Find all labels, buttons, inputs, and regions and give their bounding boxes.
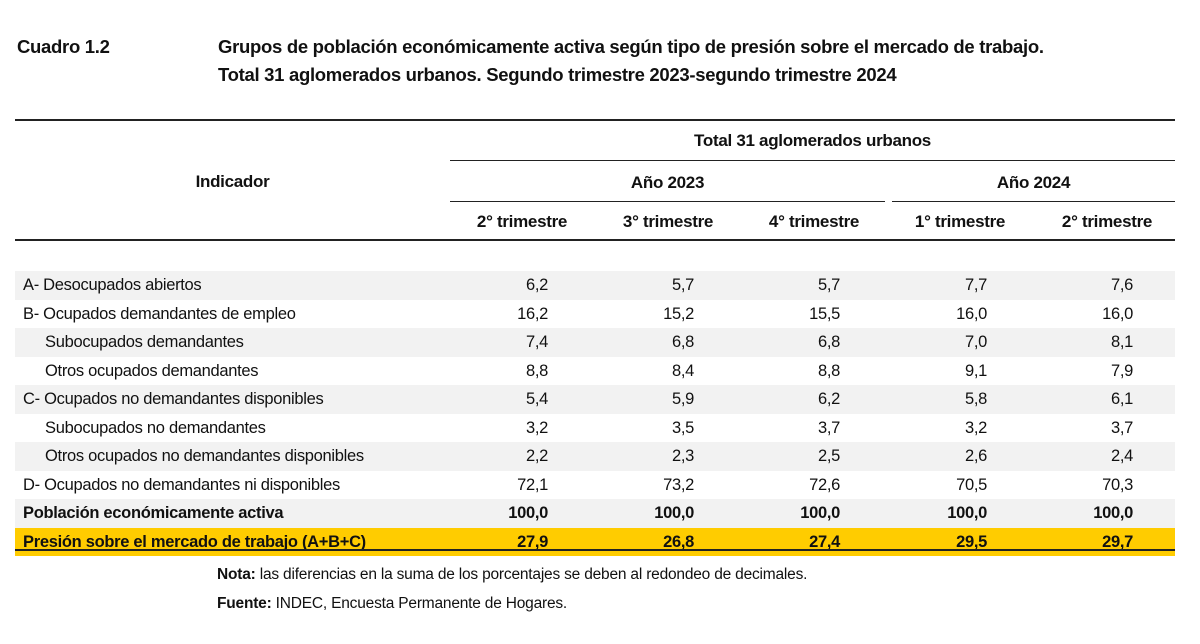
row-label: D- Ocupados no demandantes ni disponible…	[23, 475, 340, 494]
cell-value: 2,4	[1110, 447, 1133, 465]
cell-value: 3,7	[817, 418, 840, 437]
cell-value: 2,5	[817, 447, 840, 465]
group-header: Total 31 aglomerados urbanos	[694, 131, 931, 150]
cell-value: 16,2	[517, 304, 548, 323]
cell-value: 100,0	[508, 504, 548, 522]
cell-value: 6,8	[817, 333, 840, 351]
row-label: C- Ocupados no demandantes disponibles	[23, 390, 324, 408]
cell-value: 5,7	[671, 276, 694, 294]
row-label: Subocupados demandantes	[45, 333, 244, 351]
cell-value: 8,8	[817, 361, 840, 380]
cell-value: 7,9	[1110, 361, 1133, 380]
cell-value: 15,5	[809, 304, 840, 323]
cell-value: 2,3	[671, 447, 694, 465]
cell-value: 2,6	[964, 447, 987, 465]
row-label: Otros ocupados no demandantes disponible…	[45, 447, 364, 465]
row-label: Presión sobre el mercado de trabajo (A+B…	[23, 532, 366, 551]
source-label: Fuente:	[217, 595, 272, 612]
cell-value: 3,2	[525, 418, 548, 437]
column-header: 1° trimestre	[914, 212, 1006, 231]
row-label: Otros ocupados demandantes	[45, 361, 259, 380]
table-row: Otros ocupados no demandantes disponible…	[15, 442, 1175, 471]
cell-value: 73,2	[663, 475, 694, 494]
row-label: Subocupados no demandantes	[45, 418, 266, 437]
cell-value: 26,8	[663, 532, 694, 551]
cell-value: 29,7	[1102, 532, 1133, 551]
cell-value: 3,7	[1110, 418, 1133, 437]
row-label: B- Ocupados demandantes de empleo	[23, 304, 296, 323]
source: Fuente: INDEC, Encuesta Permanente de Ho…	[217, 595, 567, 613]
cell-value: 6,1	[1110, 390, 1133, 408]
cell-value: 5,9	[671, 390, 694, 408]
cell-value: 6,2	[817, 390, 840, 408]
column-header: 4° trimestre	[768, 212, 860, 231]
cell-value: 8,1	[1110, 333, 1133, 351]
cell-value: 72,1	[517, 475, 548, 494]
cell-value: 9,1	[964, 361, 987, 380]
cell-value: 6,8	[671, 333, 694, 351]
table-row: D- Ocupados no demandantes ni disponible…	[15, 471, 1175, 500]
cell-value: 15,2	[663, 304, 694, 323]
note-label: Nota:	[217, 566, 256, 583]
bottom-rule	[15, 549, 1175, 551]
indicator-header: Indicador	[195, 172, 270, 191]
table-row: A- Desocupados abiertos 6,2 5,7 5,7 7,7 7,6	[15, 271, 1175, 300]
column-header: 3° trimestre	[622, 212, 714, 231]
cell-value: 27,4	[809, 532, 840, 551]
cell-value: 100,0	[1093, 504, 1133, 522]
table-title-line2: Total 31 aglomerados urbanos. Segundo tr…	[218, 64, 897, 85]
cell-value: 6,2	[525, 276, 548, 294]
cell-value: 27,9	[517, 532, 548, 551]
table-row: C- Ocupados no demandantes disponibles 5,…	[15, 385, 1175, 414]
note-text: las diferencias en la suma de los porcen…	[255, 566, 808, 583]
group-rule	[450, 160, 1175, 161]
cell-value: 70,3	[1102, 475, 1133, 494]
year-2023-rule	[450, 201, 885, 202]
cell-value: 3,2	[964, 418, 987, 437]
cell-value: 8,4	[671, 361, 694, 380]
cell-value: 3,5	[671, 418, 694, 437]
table-row: B- Ocupados demandantes de empleo 16,2 15,…	[15, 300, 1175, 329]
cell-value: 5,8	[964, 390, 987, 408]
row-label: Población económicamente activa	[23, 504, 284, 522]
top-rule	[15, 119, 1175, 121]
table-row: Subocupados no demandantes 3,2 3,5 3,7 3,2 3,…	[15, 414, 1175, 443]
header-rule	[15, 239, 1175, 241]
cell-value: 7,4	[525, 333, 548, 351]
row-label: A- Desocupados abiertos	[23, 276, 202, 294]
column-header: 2° trimestre	[476, 212, 568, 231]
table-row: Subocupados demandantes 7,4 6,8 6,8 7,0 8,1	[15, 328, 1175, 357]
cell-value: 70,5	[956, 475, 987, 494]
year-header-2024: Año 2024	[996, 173, 1071, 192]
year-2024-rule	[892, 201, 1175, 202]
cell-value: 7,7	[964, 276, 987, 294]
table-row: Otros ocupados demandantes 8,8 8,4 8,8 9,1 7,…	[15, 357, 1175, 386]
cell-value: 5,4	[525, 390, 548, 408]
cell-value: 8,8	[525, 361, 548, 380]
table-number: Cuadro 1.2	[17, 36, 110, 57]
cell-value: 100,0	[654, 504, 694, 522]
cell-value: 29,5	[956, 532, 987, 551]
note: Nota: las diferencias en la suma de los …	[217, 566, 807, 584]
source-text: INDEC, Encuesta Permanente de Hogares.	[271, 595, 568, 612]
cell-value: 16,0	[956, 304, 987, 323]
cell-value: 16,0	[1102, 304, 1133, 323]
table-row: Población económicamente activa 100,0 100,…	[15, 499, 1175, 528]
cell-value: 72,6	[809, 475, 840, 494]
table-row: Presión sobre el mercado de trabajo (A+B…	[15, 527, 1175, 556]
cell-value: 100,0	[800, 504, 840, 522]
cell-value: 7,0	[964, 333, 987, 351]
cell-value: 2,2	[525, 447, 548, 465]
cell-value: 100,0	[947, 504, 987, 522]
year-header-2023: Año 2023	[630, 173, 705, 192]
cell-value: 5,7	[817, 276, 840, 294]
cell-value: 7,6	[1110, 276, 1133, 294]
column-header: 2° trimestre	[1061, 212, 1153, 231]
table-title-line1: Grupos de población económicamente activ…	[218, 36, 1044, 57]
